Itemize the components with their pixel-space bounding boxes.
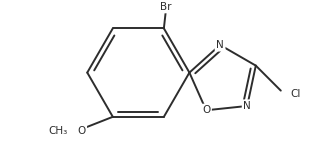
Text: Cl: Cl bbox=[291, 89, 301, 98]
Text: O: O bbox=[202, 105, 210, 115]
Text: N: N bbox=[243, 101, 251, 111]
Text: N: N bbox=[216, 40, 224, 50]
Text: CH₃: CH₃ bbox=[48, 126, 68, 136]
Text: Br: Br bbox=[160, 2, 171, 12]
Text: O: O bbox=[77, 126, 85, 136]
